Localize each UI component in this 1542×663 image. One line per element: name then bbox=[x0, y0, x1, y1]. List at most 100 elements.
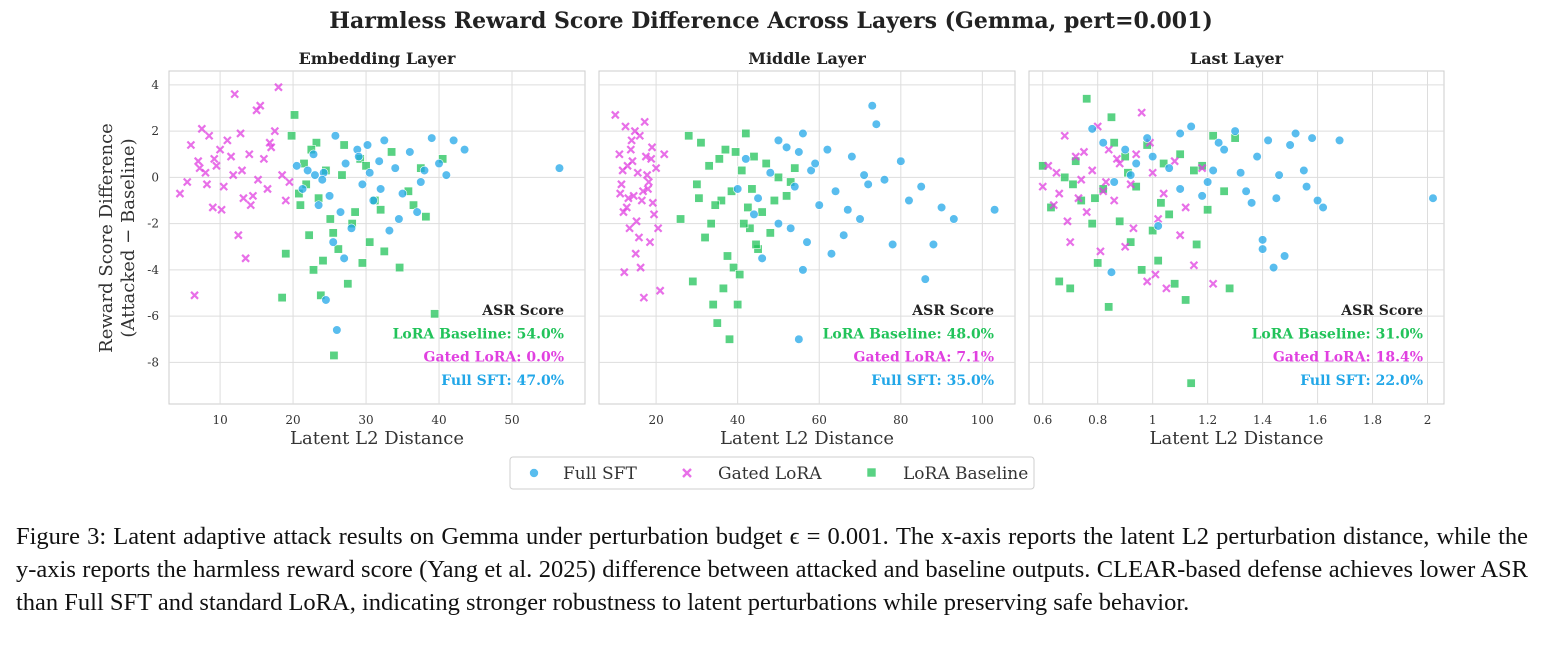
data-point bbox=[794, 147, 804, 157]
data-point bbox=[1106, 267, 1117, 277]
legend-frame bbox=[509, 456, 1035, 490]
data-point bbox=[990, 205, 1000, 215]
data-point bbox=[1258, 235, 1268, 245]
data-point bbox=[202, 180, 212, 189]
data-point bbox=[648, 198, 658, 208]
data-point bbox=[733, 184, 743, 194]
data-point bbox=[794, 334, 804, 344]
data-point bbox=[1279, 251, 1290, 261]
data-point bbox=[292, 161, 302, 171]
data-point bbox=[339, 140, 349, 150]
data-point bbox=[615, 189, 625, 198]
data-point bbox=[277, 293, 287, 303]
data-point bbox=[629, 191, 638, 201]
data-point bbox=[1170, 279, 1180, 289]
data-point bbox=[798, 265, 808, 275]
data-point bbox=[786, 223, 796, 233]
x-tick-label: 2 bbox=[1424, 413, 1432, 427]
data-point bbox=[704, 161, 714, 171]
data-point bbox=[1159, 189, 1168, 198]
data-point bbox=[639, 293, 649, 302]
data-point bbox=[725, 334, 735, 344]
y-tick-label: 4 bbox=[151, 78, 159, 92]
data-point bbox=[1269, 262, 1279, 273]
data-point bbox=[633, 168, 643, 178]
legend-gated-lora-marker bbox=[682, 468, 692, 478]
data-point bbox=[720, 145, 730, 155]
data-point bbox=[765, 228, 775, 238]
data-point bbox=[434, 158, 444, 169]
data-point bbox=[1197, 163, 1207, 173]
data-point bbox=[321, 295, 331, 305]
data-point bbox=[405, 147, 415, 157]
data-point bbox=[1098, 138, 1108, 148]
data-point bbox=[193, 156, 203, 166]
data-point bbox=[625, 223, 634, 233]
data-point bbox=[749, 152, 759, 162]
y-tick-label: -2 bbox=[147, 217, 159, 231]
data-point bbox=[316, 290, 326, 300]
data-point bbox=[1126, 180, 1135, 189]
data-point bbox=[769, 196, 779, 206]
data-point bbox=[620, 267, 629, 277]
data-point bbox=[1219, 186, 1229, 196]
data-point bbox=[847, 151, 857, 162]
data-point bbox=[308, 149, 319, 159]
data-point bbox=[1181, 295, 1191, 305]
data-point bbox=[379, 246, 389, 256]
data-point bbox=[631, 249, 640, 258]
data-point bbox=[757, 207, 767, 217]
data-point bbox=[1060, 131, 1070, 141]
data-point bbox=[928, 239, 939, 250]
data-point bbox=[337, 170, 347, 180]
data-point bbox=[186, 140, 196, 150]
x-tick-label: 20 bbox=[285, 413, 300, 427]
x-tick-label: 1.4 bbox=[1253, 413, 1272, 427]
data-point bbox=[628, 156, 637, 166]
data-point bbox=[459, 145, 470, 155]
data-point bbox=[228, 170, 238, 180]
data-point bbox=[365, 237, 375, 247]
data-point bbox=[618, 166, 627, 175]
data-point bbox=[427, 133, 437, 143]
data-point bbox=[1307, 133, 1317, 143]
data-point bbox=[743, 202, 753, 212]
data-point bbox=[729, 263, 739, 273]
data-point bbox=[1148, 226, 1158, 236]
series-lora-baseline bbox=[676, 128, 800, 344]
data-point bbox=[412, 207, 422, 217]
data-point bbox=[739, 219, 749, 229]
data-point bbox=[647, 143, 657, 152]
data-point bbox=[636, 263, 645, 272]
legend: Full SFT Gated LoRA LoRA Baseline bbox=[509, 456, 1035, 490]
data-point bbox=[1153, 214, 1163, 224]
data-point bbox=[712, 318, 722, 328]
data-point bbox=[646, 154, 656, 164]
x-tick-label: 30 bbox=[358, 413, 373, 427]
data-point bbox=[394, 214, 404, 224]
data-point bbox=[374, 156, 384, 166]
x-tick-label: 40 bbox=[431, 413, 446, 427]
data-point bbox=[248, 191, 258, 201]
data-point bbox=[1247, 198, 1257, 208]
data-point bbox=[1049, 200, 1059, 210]
data-point bbox=[692, 179, 702, 189]
data-point bbox=[751, 239, 761, 249]
asr-full-sft: Full SFT: 35.0% bbox=[871, 373, 994, 389]
asr-full-sft: Full SFT: 22.0% bbox=[1300, 373, 1423, 389]
data-point bbox=[624, 193, 633, 203]
x-tick-label: 10 bbox=[212, 413, 227, 427]
data-point bbox=[190, 291, 199, 300]
data-point bbox=[1186, 378, 1196, 388]
data-point bbox=[879, 175, 890, 185]
x-tick-label: 1 bbox=[1149, 413, 1157, 427]
series-full-sft bbox=[292, 131, 565, 335]
data-point bbox=[379, 135, 389, 145]
data-point bbox=[195, 163, 204, 173]
x-tick-label: 1.6 bbox=[1308, 413, 1327, 427]
data-point bbox=[270, 126, 280, 136]
data-point bbox=[1208, 131, 1218, 141]
x-tick-label: 40 bbox=[730, 413, 745, 427]
data-point bbox=[645, 237, 655, 247]
data-point bbox=[1203, 205, 1213, 215]
